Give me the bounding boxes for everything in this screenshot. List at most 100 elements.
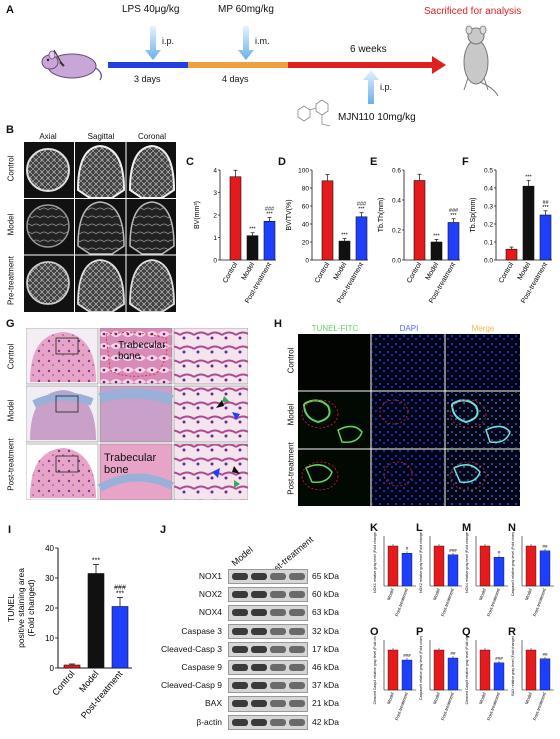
tunel-fluorescence-grid: [298, 334, 520, 506]
x-tick-label: Post-treatment: [486, 691, 501, 721]
wb-band: [232, 573, 248, 580]
y-tick-label: 3: [213, 190, 217, 197]
significance-mark: ###: [449, 208, 459, 214]
significance-mark: ###: [449, 548, 457, 553]
bar-chart-f: 0.0 0.1 0.2 0.3 0.4 0.5 Tb.Sp(mm) Control *** Mod…: [470, 168, 552, 305]
wb-protein-label: Cleaved-Casp 3: [161, 643, 222, 654]
bar-post-treatment: [355, 216, 368, 261]
wb-header-model: Model: [229, 544, 255, 568]
x-tick-label: Model: [386, 692, 395, 705]
bar-post-treatment: [401, 659, 413, 691]
wb-band: [251, 591, 267, 599]
ip-label-1: i.p.: [162, 36, 175, 46]
y-axis-label: NOX4 relative gray level (Fold changed): [465, 532, 469, 593]
significance-mark: #: [498, 550, 501, 555]
panel-label-k: K: [370, 522, 378, 534]
y-axis-label: NOX1 relative gray level (Fold changed): [373, 532, 377, 593]
bar-chart-c: 01234BV(mm³)Control***Model###***Post-tr…: [194, 168, 276, 305]
y-tick-label: 0.1: [484, 240, 493, 247]
significance-mark: ***: [341, 232, 348, 238]
panel-label-h: H: [274, 318, 282, 330]
bar-post-treatment: [447, 554, 459, 587]
wb-protein-label: NOX1: [198, 571, 222, 581]
days-3-label: 3 days: [134, 74, 161, 84]
panel-label-o: O: [370, 626, 379, 638]
x-tick-label: Post-treatment: [394, 587, 409, 617]
wb-band: [251, 573, 267, 580]
wb-band: [270, 573, 286, 580]
x-tick-label: Post-treatment: [532, 587, 547, 617]
y-tick-label: 0: [305, 258, 309, 265]
wb-band: [251, 609, 267, 617]
wb-kda-label: 32 kDa: [312, 625, 339, 636]
wb-band: [289, 645, 305, 653]
x-tick-label: Post-treatment: [440, 691, 455, 721]
wb-lane-strip: [228, 641, 308, 657]
y-tick-label: 0.2: [392, 228, 401, 235]
row-label-pretreatment: Pre-treatment: [6, 256, 16, 305]
microct-grid: [24, 142, 176, 312]
panel-label-e: E: [370, 156, 378, 168]
wb-band: [232, 718, 248, 726]
mini-bar-chart-m: NOX4 relative gray level (Fold changed) M…: [465, 532, 508, 617]
tunel-bar-chart: 0 10 20 30 40 TUNEL positive staining area (Fol…: [6, 544, 132, 721]
bar-post-treatment: [539, 658, 551, 691]
panel-label-f: F: [462, 156, 469, 168]
y-tick-label: 30: [45, 574, 54, 583]
bar-model: [246, 235, 259, 261]
significance-mark: ###: [357, 202, 367, 208]
wb-protein-label: Cleaved-Casp 9: [161, 680, 222, 691]
wb-lane-strip: [228, 714, 308, 730]
h-col-label-tunel: TUNEL-FITC: [311, 324, 359, 333]
x-tick-label: Control: [498, 261, 516, 284]
lps-dose-label: LPS 40μg/kg: [122, 4, 180, 15]
wb-kda-label: 21 kDa: [312, 698, 339, 709]
wb-lane-strip: [228, 587, 308, 603]
y-tick-label: 0.3: [484, 204, 493, 211]
mini-bar-chart-l: NOX2 relative gray level (Fold changed) M…: [419, 532, 462, 617]
significance-mark: #: [406, 546, 409, 551]
injection-arrow-lps: [145, 26, 161, 60]
wb-protein-label: β-actin: [196, 716, 222, 727]
sacrificed-mouse-icon: [463, 25, 499, 97]
x-tick-label: Model: [524, 692, 533, 705]
y-tick-label: 10: [45, 634, 54, 643]
bar-post-treatment: [447, 222, 460, 261]
h-row-label-model: Model: [286, 403, 296, 426]
y-axis-label: BAX relative gray level (Fold changed): [511, 636, 515, 696]
x-tick-label: Post-treatment: [486, 587, 501, 617]
wb-band: [270, 609, 286, 617]
wb-band: [251, 645, 267, 653]
h-col-label-dapi: DAPI: [399, 324, 419, 333]
col-label-coronal: Coronal: [137, 132, 166, 141]
significance-mark: ***: [525, 174, 532, 180]
wb-band: [232, 682, 248, 690]
panel-label-l: L: [416, 522, 423, 534]
y-axis-label: Tb.Th(mm): [378, 198, 385, 233]
he-stain-grid: [26, 328, 248, 500]
wb-band: [232, 609, 248, 617]
significance-mark: ##: [542, 200, 549, 206]
y-tick-label: 40: [45, 544, 54, 553]
h-row-label-posttreatment: Post-treatment: [286, 442, 296, 495]
wb-lane-strip: [228, 660, 308, 676]
y-axis-label: Cleaved Casp3 relative gray level (Fold …: [373, 636, 377, 704]
panel-label-i: I: [8, 524, 12, 536]
bar-control: [229, 176, 242, 261]
bar-post-treatment: [447, 657, 459, 691]
x-tick-label: Model: [432, 692, 441, 705]
timeline-blue: [108, 62, 188, 68]
y-axis-label: NOX2 relative gray level (Fold changed): [419, 532, 423, 593]
bar-post-treatment: [493, 662, 505, 691]
wb-band: [270, 627, 286, 635]
significance-mark: ###: [403, 653, 411, 658]
bar-model: [522, 185, 535, 261]
col-label-sagittal: Sagittal: [87, 132, 115, 141]
wb-band: [289, 573, 305, 580]
mini-bar-chart-q: Cleaved Casp9 relative gray level (Fold …: [465, 636, 508, 721]
days-4-label: 4 days: [222, 74, 249, 84]
bar-model: [387, 545, 399, 587]
bar-model: [338, 240, 351, 261]
y-tick-label: 0.4: [484, 186, 493, 193]
wb-protein-label: Caspase 3: [181, 625, 222, 636]
